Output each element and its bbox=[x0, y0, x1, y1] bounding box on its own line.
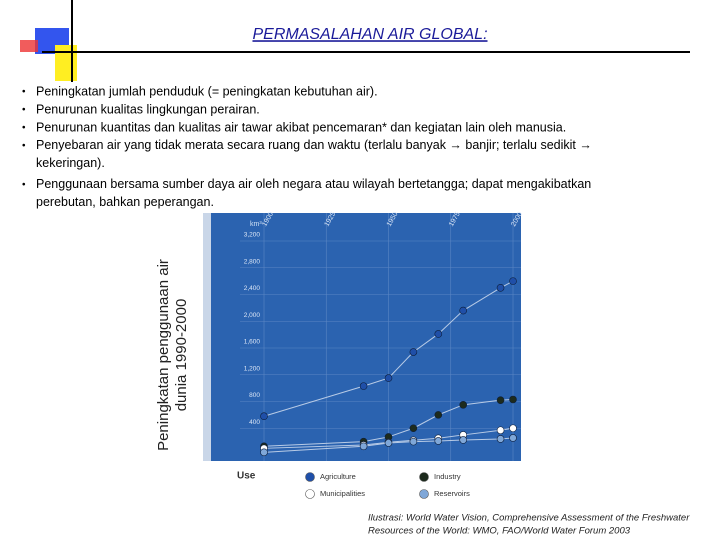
data-point bbox=[509, 424, 517, 433]
legend-label: Municipalities bbox=[320, 489, 365, 498]
data-point bbox=[434, 411, 443, 419]
legend-label: Industry bbox=[434, 472, 461, 481]
legend-swatch bbox=[305, 489, 315, 499]
bullet-text: Penyebaran air yang tidak merata secara … bbox=[36, 138, 592, 170]
data-point bbox=[509, 395, 517, 404]
y-tick-label: 1,600 bbox=[244, 339, 261, 346]
data-point bbox=[409, 437, 418, 446]
data-point bbox=[434, 437, 443, 445]
legend-label: Reservoirs bbox=[434, 489, 470, 498]
legend-swatch bbox=[419, 489, 429, 499]
data-point bbox=[496, 284, 505, 292]
legend-label: Agriculture bbox=[320, 472, 356, 481]
data-point bbox=[359, 382, 368, 390]
legend-swatch bbox=[305, 472, 315, 482]
data-point bbox=[260, 448, 268, 457]
bullet-mark: • bbox=[22, 105, 26, 116]
deco-red bbox=[20, 40, 38, 52]
data-point bbox=[496, 396, 505, 404]
data-point bbox=[409, 348, 418, 356]
data-point bbox=[260, 412, 268, 421]
bullet-text: Penurunan kuantitas dan kualitas air taw… bbox=[36, 120, 566, 134]
deco-yellow bbox=[55, 45, 77, 81]
legend-title: Use bbox=[237, 471, 256, 482]
data-point bbox=[509, 434, 517, 442]
data-point bbox=[384, 374, 393, 382]
bullet-mark: • bbox=[22, 123, 26, 134]
y-tick-label: 2,000 bbox=[244, 312, 261, 319]
data-point bbox=[359, 442, 368, 451]
caption: Resources of the World: WMO, FAO/World W… bbox=[368, 526, 631, 537]
data-point bbox=[509, 277, 517, 285]
y-tick-label: 3,200 bbox=[244, 232, 261, 239]
series-line bbox=[263, 437, 514, 453]
unit: km³ bbox=[250, 221, 262, 228]
data-point bbox=[384, 439, 393, 447]
bullet-mark: • bbox=[22, 180, 26, 191]
bullet-mark: • bbox=[22, 141, 26, 152]
data-point bbox=[496, 426, 505, 435]
data-point bbox=[409, 424, 418, 433]
data-point bbox=[459, 306, 468, 315]
data-point bbox=[434, 330, 443, 338]
series-line bbox=[263, 280, 514, 417]
data-point bbox=[459, 436, 468, 444]
series-line bbox=[263, 427, 514, 449]
y-tick-label: 800 bbox=[249, 392, 260, 399]
side-label: Peningkatan penggunaan air bbox=[155, 259, 172, 451]
legend-swatch bbox=[419, 472, 429, 482]
bullet-text: Penurunan kualitas lingkungan perairan. bbox=[36, 102, 260, 116]
bullet-text: Peningkatan jumlah penduduk (= peningkat… bbox=[36, 84, 378, 98]
bullet-mark: • bbox=[22, 87, 26, 98]
y-tick-label: 400 bbox=[249, 419, 260, 426]
data-point bbox=[496, 435, 505, 443]
bullet-text: Penggunaan bersama sumber daya air oleh … bbox=[36, 177, 591, 209]
series-line bbox=[263, 398, 514, 447]
y-tick-label: 1,200 bbox=[244, 365, 261, 372]
y-tick-label: 2,800 bbox=[244, 258, 261, 265]
data-point bbox=[459, 401, 468, 409]
title: PERMASALAHAN AIR GLOBAL: bbox=[252, 26, 487, 43]
caption: Ilustrasi: World Water Vision, Comprehen… bbox=[368, 513, 690, 524]
figure-edge bbox=[203, 213, 211, 461]
side-label: dunia 1990-2000 bbox=[173, 299, 190, 412]
y-tick-label: 2,400 bbox=[244, 285, 261, 292]
